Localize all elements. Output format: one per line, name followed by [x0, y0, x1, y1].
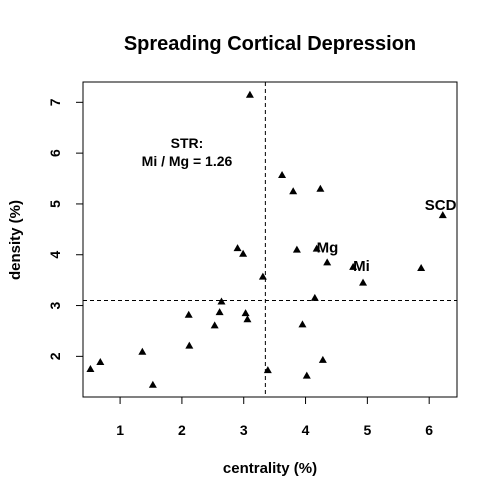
- data-point: [148, 380, 157, 388]
- y-tick-label: 7: [47, 98, 63, 106]
- y-axis: 2 3 4 5 6 7: [47, 98, 84, 360]
- x-axis-label: centrality (%): [223, 460, 317, 477]
- point-label-mg: Mg: [317, 240, 339, 257]
- data-point: [258, 272, 267, 280]
- point-label-mi: Mi: [353, 258, 370, 275]
- annotation-line-1: STR:: [171, 135, 204, 151]
- data-point: [185, 341, 194, 349]
- x-axis: 1 2 3 4 5 6: [116, 396, 433, 438]
- annotation-line-2: Mi / Mg = 1.26: [142, 153, 233, 169]
- data-point: [289, 187, 298, 195]
- data-point: [323, 258, 332, 266]
- x-tick-label: 2: [178, 422, 186, 438]
- y-tick-label: 6: [47, 149, 63, 157]
- x-tick-label: 5: [363, 422, 371, 438]
- y-tick-label: 4: [47, 251, 63, 259]
- y-tick-label: 2: [47, 352, 63, 360]
- data-point: [359, 278, 368, 286]
- data-points: [86, 90, 447, 388]
- data-point: [215, 308, 224, 316]
- x-tick-label: 3: [240, 422, 248, 438]
- data-point: [233, 244, 242, 252]
- data-point: [86, 365, 95, 373]
- data-point: [312, 244, 321, 252]
- data-point: [278, 170, 287, 178]
- plot-frame: [82, 81, 458, 398]
- data-point: [417, 263, 426, 271]
- data-point: [349, 262, 358, 270]
- data-point: [243, 315, 252, 323]
- y-tick-label: 3: [47, 301, 63, 309]
- data-point: [96, 357, 105, 365]
- data-point: [241, 309, 250, 317]
- reference-lines: [83, 82, 457, 397]
- data-point: [210, 321, 219, 329]
- y-tick-label: 5: [47, 200, 63, 208]
- data-point: [239, 249, 248, 257]
- point-label-scd: SCD: [425, 197, 457, 214]
- data-point: [438, 211, 447, 219]
- data-point: [302, 371, 311, 379]
- x-tick-label: 4: [302, 422, 310, 438]
- data-point: [263, 366, 272, 374]
- y-axis-label: density (%): [7, 200, 24, 280]
- data-point: [217, 297, 226, 305]
- data-point: [292, 245, 301, 253]
- data-point: [310, 293, 319, 301]
- chart-title: Spreading Cortical Depression: [124, 33, 416, 55]
- data-point: [316, 184, 325, 192]
- x-tick-label: 1: [116, 422, 124, 438]
- point-labels: SCD Mg Mi: [317, 197, 457, 275]
- data-point: [318, 355, 327, 363]
- data-point: [298, 320, 307, 328]
- data-point: [184, 310, 193, 318]
- data-point: [138, 347, 147, 355]
- data-point: [245, 90, 254, 98]
- x-tick-label: 6: [425, 422, 433, 438]
